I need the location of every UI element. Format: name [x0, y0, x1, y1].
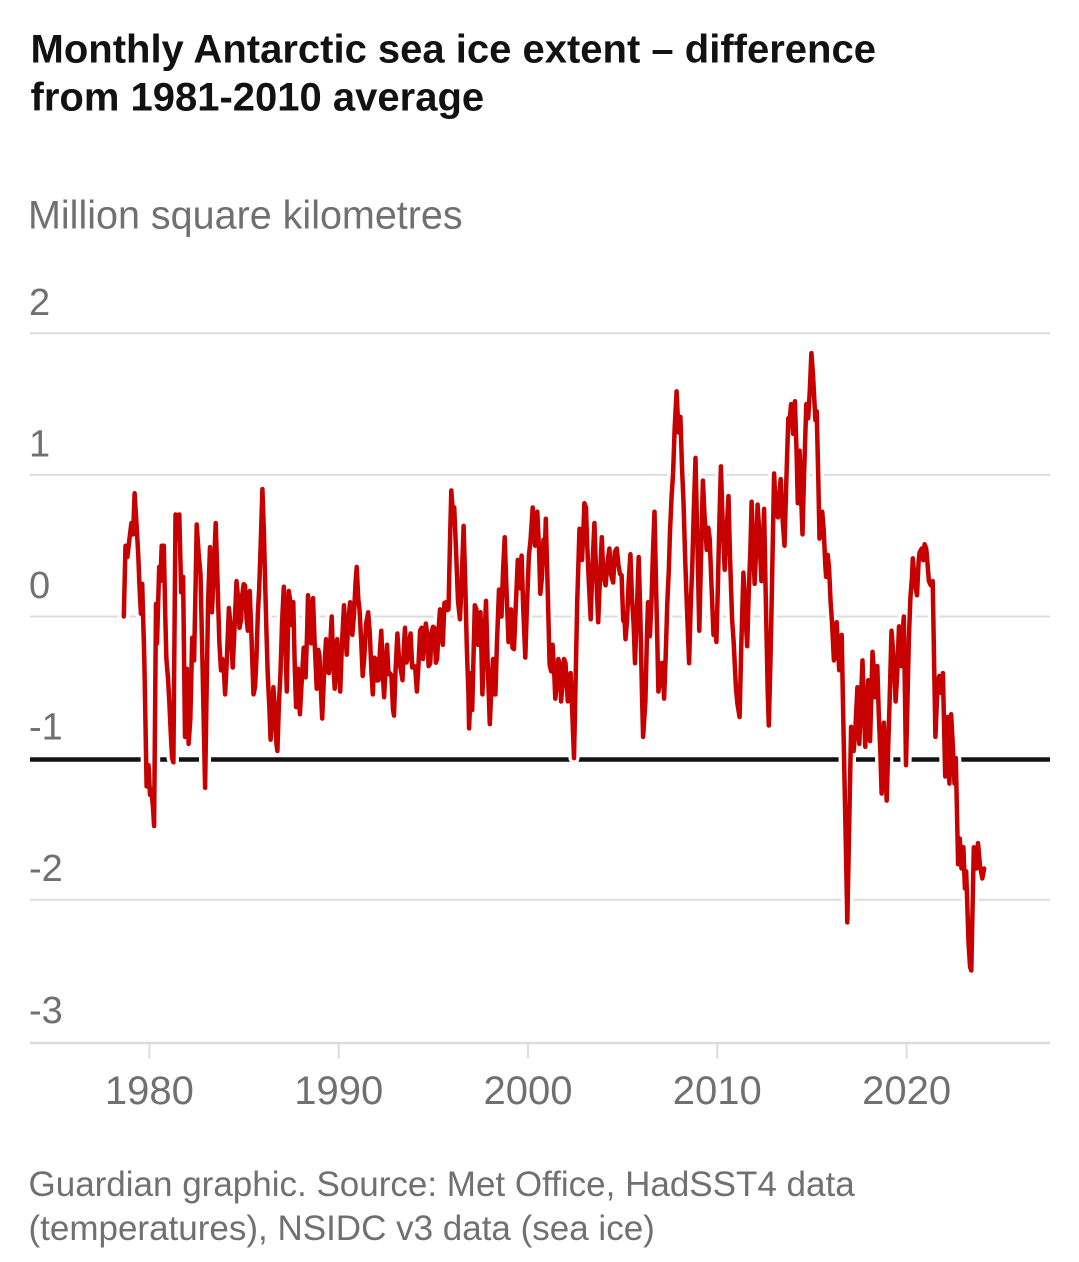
svg-text:1990: 1990 [294, 1069, 383, 1113]
svg-text:-1: -1 [29, 707, 63, 749]
svg-text:1980: 1980 [105, 1069, 194, 1113]
svg-text:from 1981-2010 average: from 1981-2010 average [31, 76, 485, 120]
svg-text:2: 2 [29, 282, 50, 324]
svg-text:2000: 2000 [484, 1069, 573, 1113]
svg-text:Monthly Antarctic sea ice exte: Monthly Antarctic sea ice extent – diffe… [31, 27, 876, 71]
svg-text:(temperatures), NSIDC v3 data: (temperatures), NSIDC v3 data (sea ice) [29, 1209, 655, 1248]
svg-text:2020: 2020 [862, 1069, 951, 1113]
svg-text:1: 1 [29, 423, 50, 465]
svg-text:Guardian graphic. Source: Met: Guardian graphic. Source: Met Office, Ha… [29, 1165, 856, 1204]
svg-text:Million square kilometres: Million square kilometres [28, 194, 463, 238]
svg-text:2010: 2010 [673, 1069, 762, 1113]
svg-text:-3: -3 [29, 990, 63, 1032]
svg-text:0: 0 [29, 565, 50, 607]
svg-text:-2: -2 [29, 848, 63, 890]
